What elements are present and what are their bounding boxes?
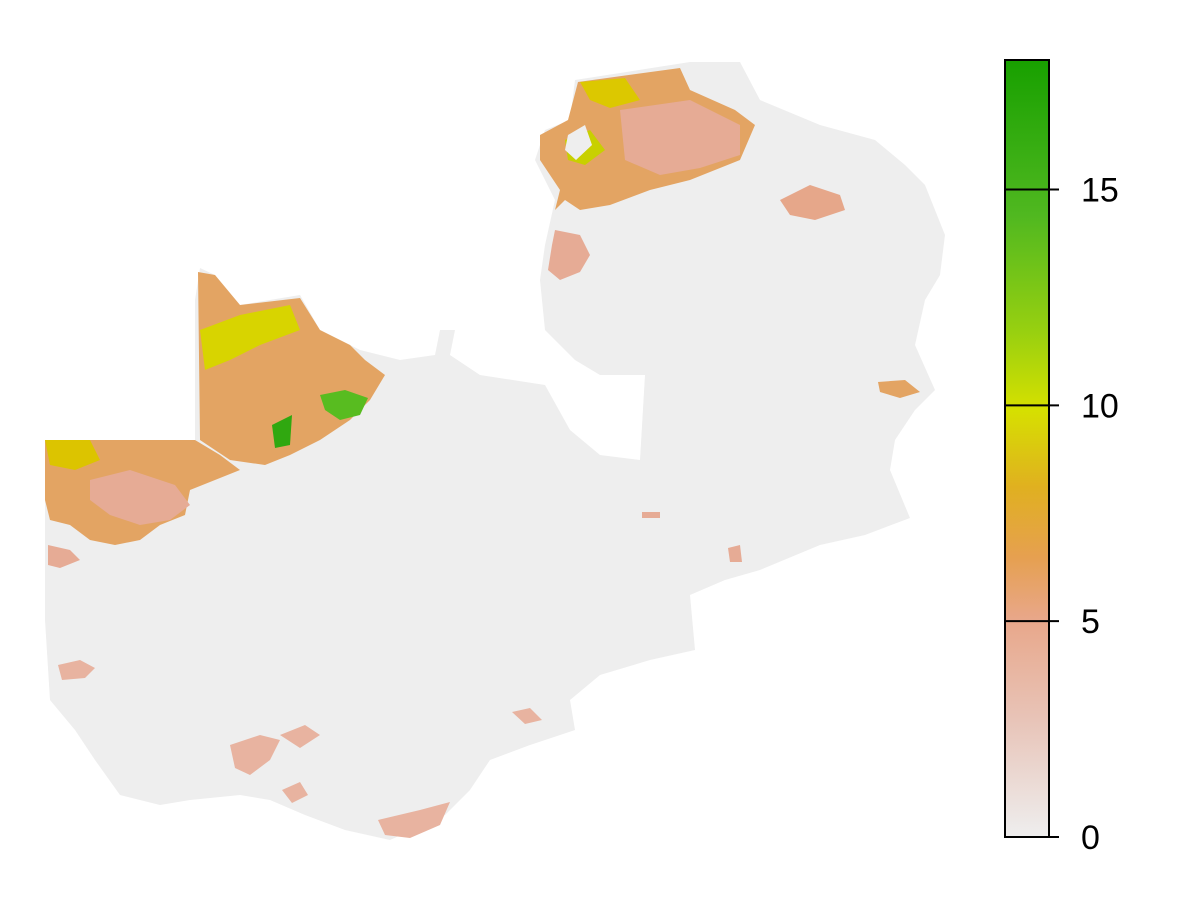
northwest-yellow-patch [200, 305, 300, 370]
legend-color-bar [1004, 59, 1050, 838]
south-patch-1 [230, 735, 280, 775]
northeast-lower-patch [548, 230, 590, 280]
northwest-green-patch-2 [272, 415, 292, 448]
northeast-inner-gap [565, 125, 592, 160]
country-land-area [45, 62, 945, 840]
legend-tick-label: 15 [1081, 172, 1119, 210]
center-east-patch-2 [728, 545, 742, 562]
legend-tick-label: 5 [1081, 603, 1100, 641]
south-patch-3 [282, 782, 308, 803]
south-tip-patch [378, 802, 450, 838]
center-east-patch [642, 512, 660, 518]
west-pink-area [90, 470, 190, 525]
east-edge-patch [878, 380, 920, 398]
west-yellow-patch [45, 440, 100, 470]
northeast-pink-area [620, 100, 740, 175]
south-patch-4 [512, 708, 542, 724]
east-small-patch [780, 185, 845, 220]
legend-ticks: 0 5 10 15 [1005, 172, 1119, 857]
southwest-patch [58, 660, 95, 680]
legend-tick-label: 0 [1081, 819, 1100, 857]
northwest-green-patch [320, 390, 368, 420]
northeast-yellow-patch [580, 78, 640, 108]
west-lower-patch [48, 545, 80, 568]
south-patch-2 [280, 725, 320, 748]
legend-tick-label: 10 [1081, 387, 1119, 425]
